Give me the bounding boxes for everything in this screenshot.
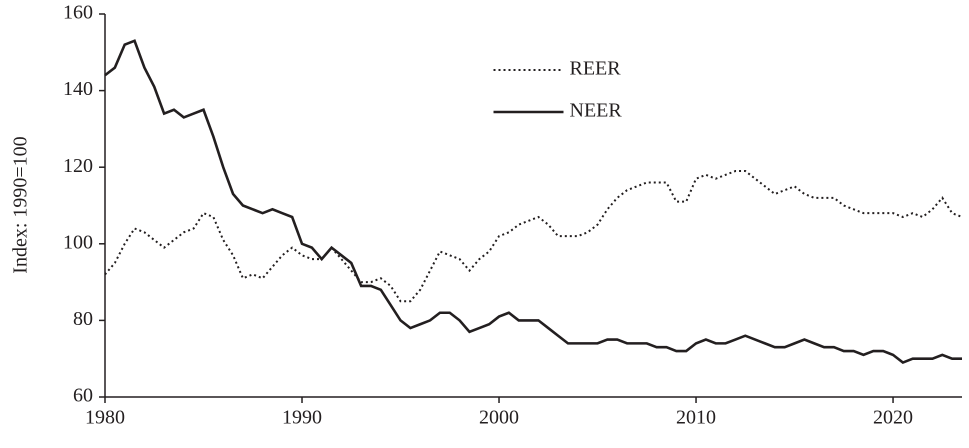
y-tick-label: 120 [63,155,93,177]
data-line [104,39,962,365]
x-tick-label: 2000 [479,407,519,429]
x-tick-label: 2010 [676,407,716,429]
x-tick-label: 1980 [85,407,125,429]
data-line [104,170,963,303]
y-tick-label: 80 [73,308,93,330]
y-axis-label: Index: 1990=100 [10,136,32,273]
y-tick-label: 60 [73,385,93,407]
y-tick-label: 100 [63,231,93,253]
legend-label: NEER [570,100,623,122]
x-tick-label: 2020 [873,407,913,429]
y-tick-label: 160 [63,2,93,24]
y-tick-label: 140 [63,78,93,100]
x-tick-label: 1990 [282,407,322,429]
legend-label: REER [570,58,622,80]
